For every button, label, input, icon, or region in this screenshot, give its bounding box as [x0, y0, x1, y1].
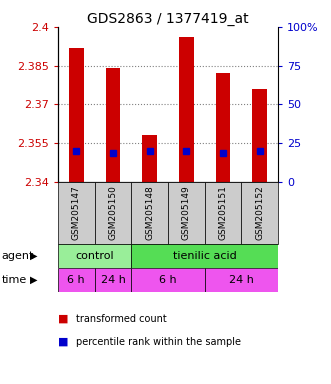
FancyBboxPatch shape [168, 182, 205, 244]
Bar [69, 48, 84, 182]
Bar [252, 89, 267, 182]
Text: 24 h: 24 h [101, 275, 125, 285]
FancyBboxPatch shape [131, 244, 278, 268]
Text: GSM205149: GSM205149 [182, 185, 191, 240]
Text: tienilic acid: tienilic acid [173, 251, 237, 261]
Text: 6 h: 6 h [159, 275, 177, 285]
Text: 24 h: 24 h [229, 275, 254, 285]
FancyBboxPatch shape [205, 268, 278, 292]
Text: ■: ■ [58, 314, 69, 324]
Text: time: time [2, 275, 27, 285]
Text: transformed count: transformed count [76, 314, 167, 324]
Text: GSM205150: GSM205150 [109, 185, 118, 240]
Bar [142, 136, 157, 182]
FancyBboxPatch shape [241, 182, 278, 244]
Bar [179, 37, 194, 182]
Text: GSM205151: GSM205151 [218, 185, 227, 240]
FancyBboxPatch shape [131, 268, 205, 292]
Text: GSM205152: GSM205152 [255, 185, 264, 240]
Bar [106, 68, 120, 182]
FancyBboxPatch shape [131, 182, 168, 244]
Text: 6 h: 6 h [68, 275, 85, 285]
FancyBboxPatch shape [58, 268, 95, 292]
Text: control: control [75, 251, 114, 261]
Text: percentile rank within the sample: percentile rank within the sample [76, 337, 241, 347]
FancyBboxPatch shape [95, 182, 131, 244]
Text: agent: agent [2, 251, 34, 261]
Text: GSM205148: GSM205148 [145, 185, 154, 240]
Text: GSM205147: GSM205147 [72, 185, 81, 240]
FancyBboxPatch shape [58, 244, 131, 268]
Text: ■: ■ [58, 337, 69, 347]
Text: ▶: ▶ [30, 275, 37, 285]
FancyBboxPatch shape [58, 182, 95, 244]
FancyBboxPatch shape [95, 268, 131, 292]
Bar [216, 73, 230, 182]
Title: GDS2863 / 1377419_at: GDS2863 / 1377419_at [87, 12, 249, 26]
Text: ▶: ▶ [30, 251, 37, 261]
FancyBboxPatch shape [205, 182, 241, 244]
